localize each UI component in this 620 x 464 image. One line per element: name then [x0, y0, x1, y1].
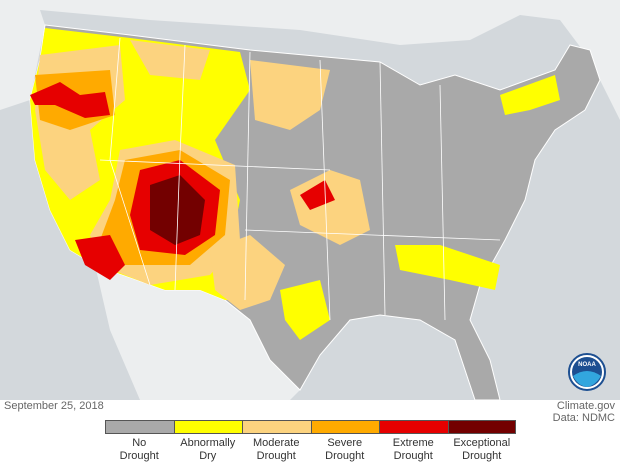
logo-text: NOAA [578, 362, 596, 368]
legend-swatch [242, 420, 311, 434]
date: September 25, 2018 [4, 400, 104, 412]
credit: Climate.gov [556, 400, 615, 412]
legend-item: Extreme Drought [379, 420, 448, 463]
legend-swatch [310, 420, 379, 434]
legend-label: Severe Drought [325, 437, 365, 462]
legend-label: Extreme Drought [392, 437, 434, 462]
legend-swatch [379, 420, 448, 434]
legend-label: Exceptional Drought [453, 437, 511, 462]
legend-label: No Drought [119, 437, 159, 462]
legend-item: Moderate Drought [242, 420, 311, 463]
map: NOAA [0, 0, 620, 400]
legend-swatch [105, 420, 174, 434]
legend-swatch [173, 420, 242, 434]
mexico [95, 265, 300, 400]
canada [0, 0, 620, 120]
legend-item: No Drought [105, 420, 174, 463]
canada-west [0, 0, 45, 110]
legend-label: Moderate Drought [253, 437, 300, 462]
noaa-logo: NOAA [568, 353, 606, 391]
legend: No Drought Abnormally Dry Moderate Drought… [105, 420, 516, 463]
drought-areas [30, 28, 560, 340]
legend-item: Severe Drought [310, 420, 379, 463]
source: Data: NDMC [552, 412, 615, 424]
legend-item: Abnormally Dry [173, 420, 242, 463]
legend-swatch [447, 420, 516, 434]
legend-label: Abnormally Dry [180, 437, 236, 462]
legend-item: Exceptional Drought [447, 420, 516, 463]
state-lines [99, 37, 501, 321]
